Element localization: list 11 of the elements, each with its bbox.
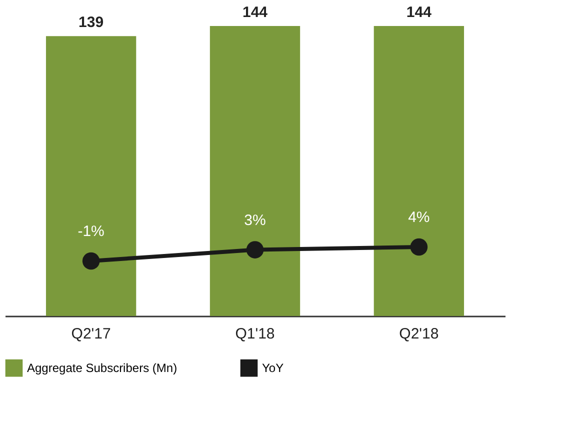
legend-label: Aggregate Subscribers (Mn) bbox=[27, 361, 178, 376]
data-label: -1% bbox=[78, 223, 104, 240]
data-label: 144 bbox=[406, 4, 432, 21]
data-label: 139 bbox=[78, 14, 104, 32]
data-label: 3% bbox=[244, 212, 266, 229]
data-label: 144 bbox=[242, 4, 268, 21]
x-tick-label: Q2'18 bbox=[399, 326, 439, 342]
data-label: 4% bbox=[408, 209, 430, 226]
legend-label: YoY bbox=[262, 361, 284, 376]
x-tick-label: Q2'17 bbox=[71, 326, 111, 342]
x-tick-label: Q1'18 bbox=[235, 326, 275, 342]
